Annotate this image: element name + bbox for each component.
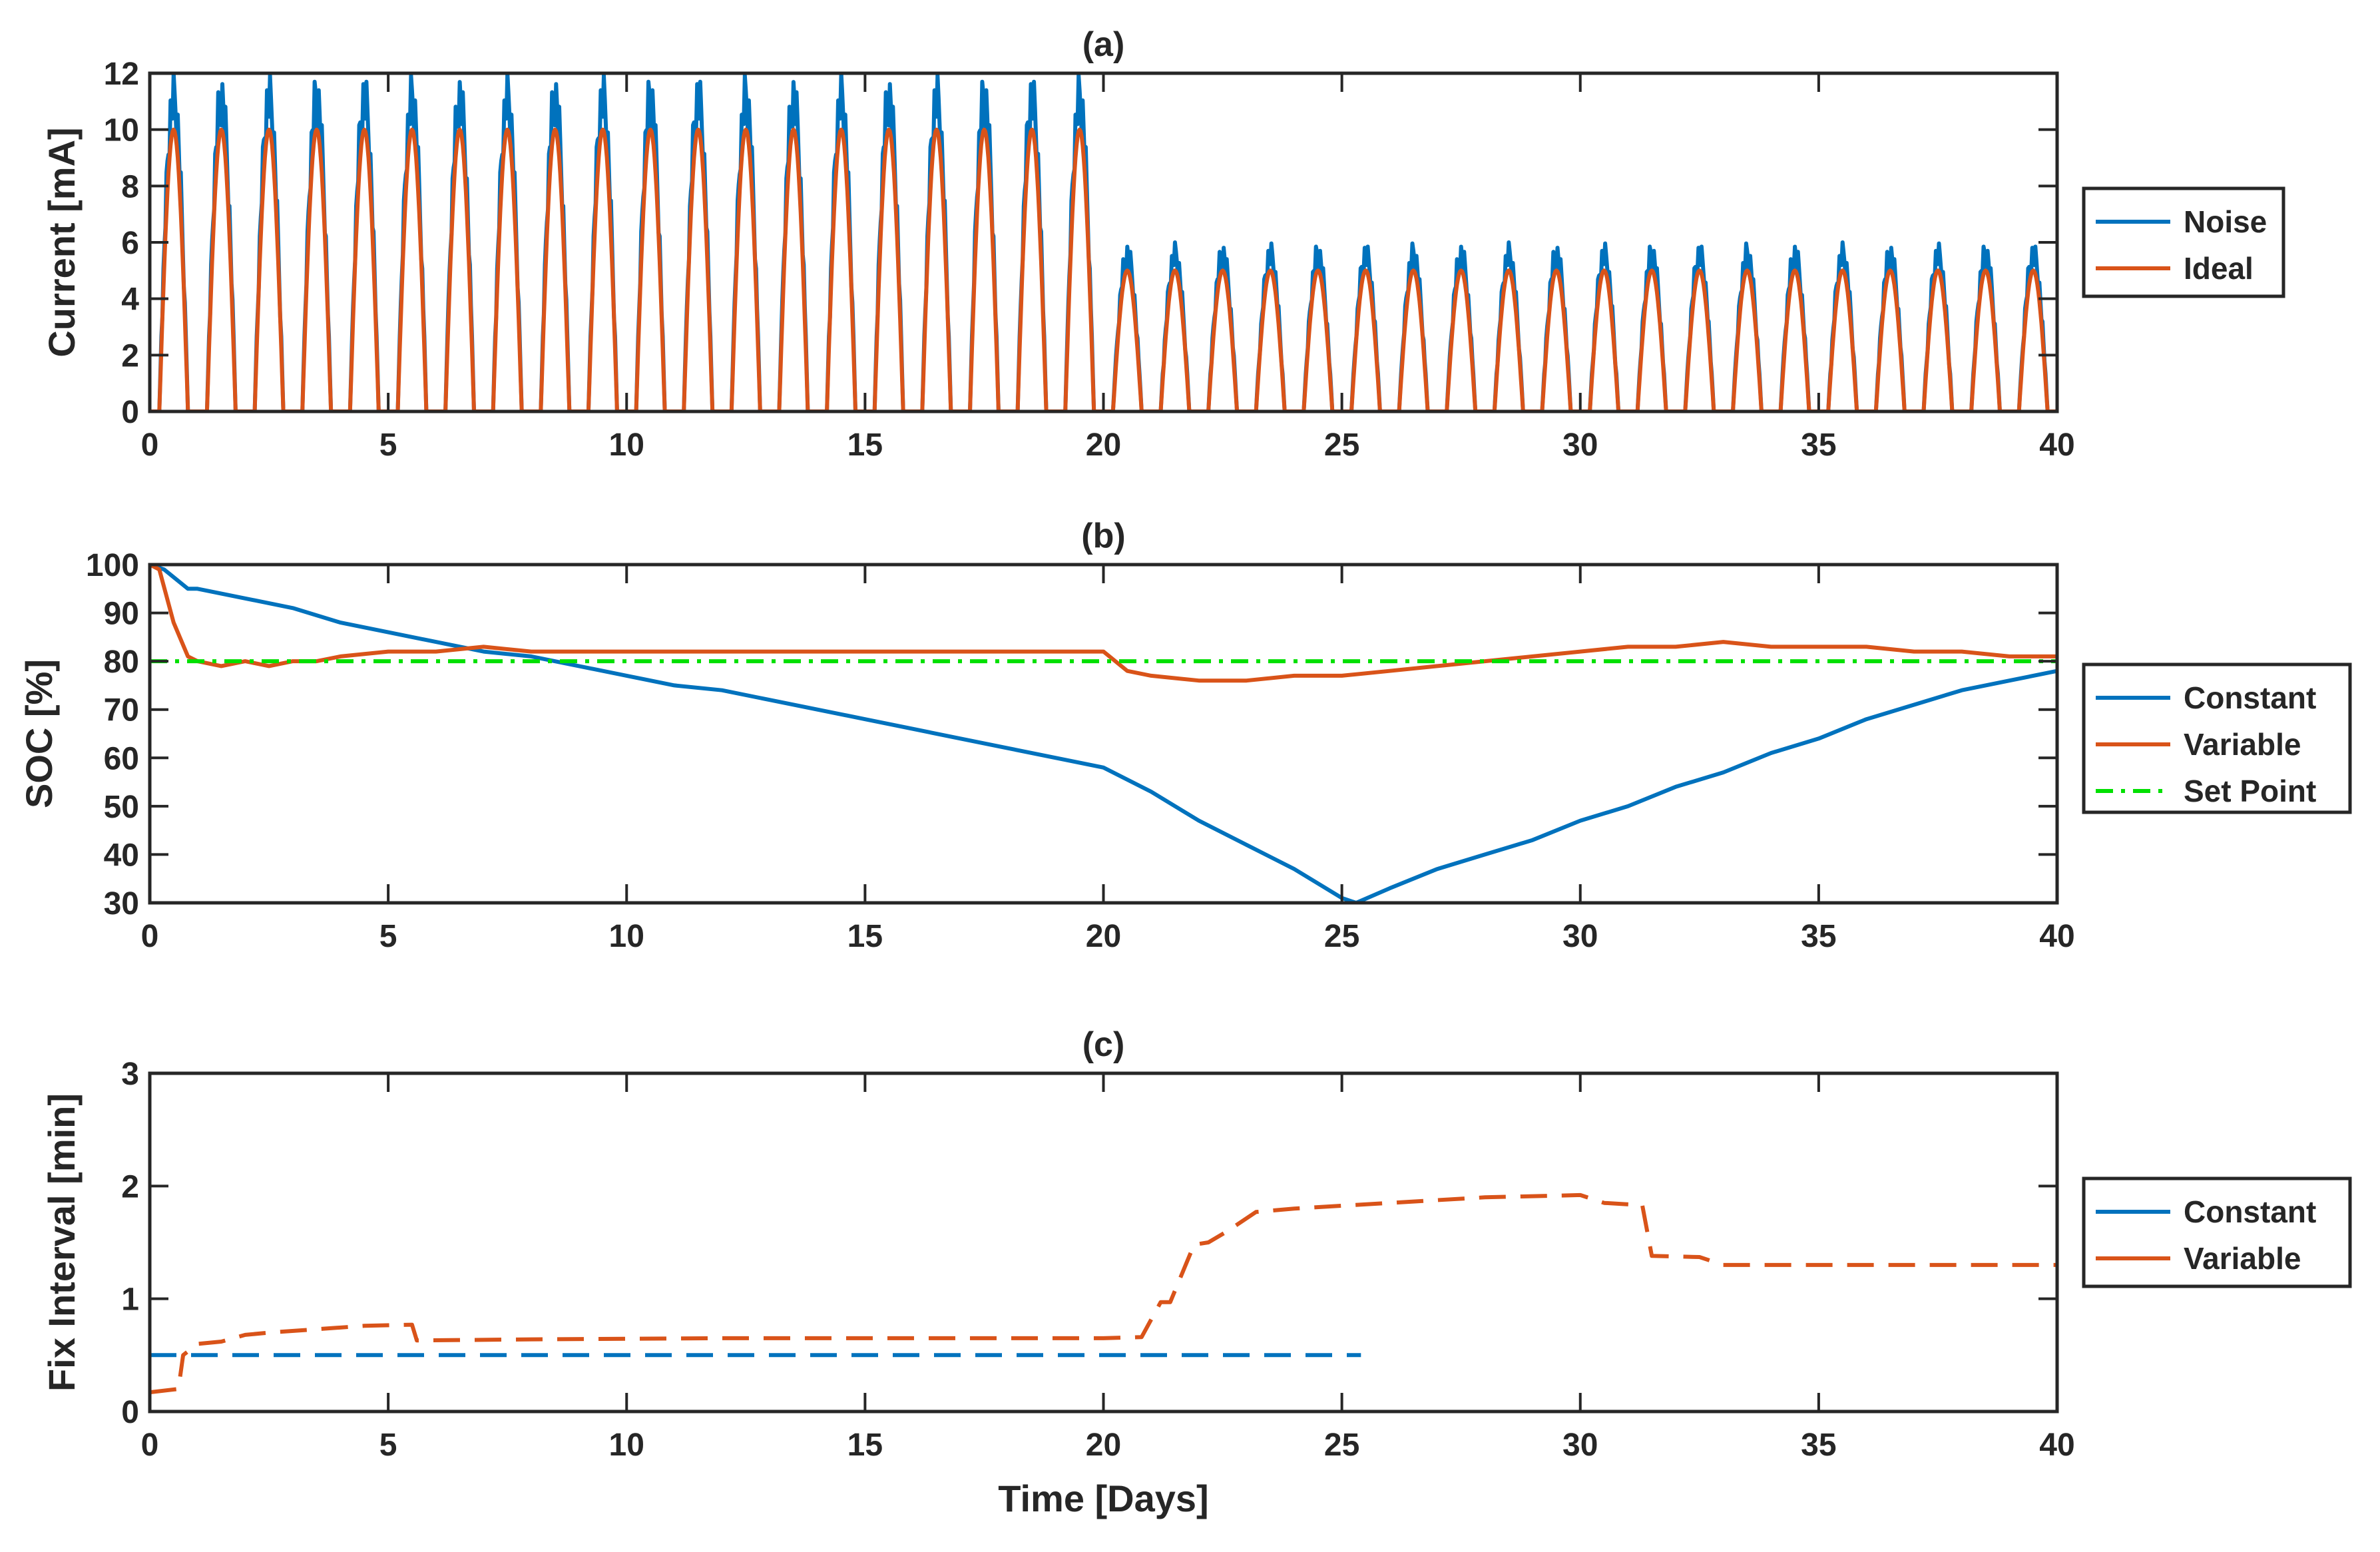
x-tick-label-b: 30 (1562, 919, 1598, 954)
legend-label-b-0: Constant (2184, 680, 2316, 715)
plot-area-a (150, 73, 2057, 411)
legend-box-c (2082, 1176, 2352, 1288)
y-tick-label-b: 80 (104, 645, 139, 680)
x-tick-label-b: 5 (379, 919, 397, 954)
x-tick-label-a: 15 (847, 427, 883, 463)
x-tick-label-c: 5 (379, 1427, 397, 1463)
x-tick-label-c: 20 (1086, 1427, 1121, 1463)
y-tick-label-a: 10 (104, 113, 139, 148)
x-tick-label-c: 15 (847, 1427, 883, 1463)
y-tick-label-a: 4 (121, 282, 139, 318)
x-tick-label-c: 35 (1801, 1427, 1836, 1463)
y-tick-label-a: 2 (121, 338, 139, 374)
y-axis-title-a: Current [mA] (41, 127, 83, 357)
x-tick-label-c: 40 (2039, 1427, 2074, 1463)
y-tick-label-b: 30 (104, 886, 139, 921)
panel-a-current: 0 5 10 15 20 25 30 35 40 0 2 4 6 8 10 12 (a) Current [mA]… (41, 25, 2285, 463)
legend-b: Constant Variable Set Point (2082, 662, 2352, 814)
x-tick-label-b: 10 (609, 919, 644, 954)
y-tick-label-c: 3 (121, 1057, 139, 1092)
x-tick-label-a: 20 (1086, 427, 1121, 463)
x-tick-label-b: 40 (2039, 919, 2074, 954)
panel-title-c: (c) (1082, 1025, 1125, 1064)
legend-label-a-0: Noise (2184, 204, 2267, 239)
series-c-variable (150, 1192, 2057, 1395)
legend-box-a (2082, 186, 2285, 298)
y-tick-label-c: 2 (121, 1169, 139, 1204)
y-axis-title-b: SOC [%] (18, 659, 60, 808)
legend-label-a-1: Ideal (2184, 251, 2254, 286)
y-tick-label-a: 12 (104, 57, 139, 92)
y-tick-label-c: 0 (121, 1395, 139, 1430)
x-tick-label-b: 0 (141, 919, 159, 954)
x-tick-label-a: 10 (609, 427, 644, 463)
x-tick-label-a: 40 (2039, 427, 2074, 463)
x-tick-label-c: 25 (1324, 1427, 1359, 1463)
x-tick-label-a: 5 (379, 427, 397, 463)
y-tick-label-c: 1 (121, 1282, 139, 1318)
x-tick-label-a: 30 (1562, 427, 1598, 463)
legend-label-c-0: Constant (2184, 1194, 2316, 1229)
legend-box-b (2082, 662, 2352, 814)
series-a-ideal (150, 127, 2057, 411)
y-tick-label-b: 90 (104, 597, 139, 632)
x-axis-title-c: Time [Days] (998, 1477, 1208, 1519)
x-tick-label-a: 0 (141, 427, 159, 463)
panel-c-fix-interval: 0 5 10 15 20 25 30 35 40 0 1 2 3 (c) Fix Interval [min… (41, 1025, 2352, 1519)
legend-label-b-2: Set Point (2184, 774, 2316, 808)
y-tick-label-b: 40 (104, 838, 139, 873)
x-tick-label-a: 25 (1324, 427, 1359, 463)
x-tick-label-c: 0 (141, 1427, 159, 1463)
legend-label-c-1: Variable (2184, 1241, 2301, 1276)
y-tick-label-b: 60 (104, 741, 139, 776)
series-b-constant (150, 565, 2057, 903)
x-tick-label-c: 30 (1562, 1427, 1598, 1463)
panel-title-b: (b) (1081, 517, 1125, 555)
panel-title-a: (a) (1082, 25, 1125, 64)
x-tick-label-b: 25 (1324, 919, 1359, 954)
y-tick-label-b: 100 (86, 548, 139, 583)
legend-label-b-1: Variable (2184, 727, 2301, 762)
x-tick-label-b: 35 (1801, 919, 1836, 954)
x-tick-label-b: 20 (1086, 919, 1121, 954)
x-tick-label-a: 35 (1801, 427, 1836, 463)
y-tick-label-a: 8 (121, 169, 139, 204)
y-tick-label-b: 70 (104, 693, 139, 728)
x-tick-label-c: 10 (609, 1427, 644, 1463)
y-tick-label-b: 50 (104, 790, 139, 825)
plot-area-b (150, 565, 2057, 903)
legend-c: Constant Variable (2082, 1176, 2352, 1288)
legend-a: Noise Ideal (2082, 186, 2285, 298)
y-tick-label-a: 0 (121, 395, 139, 430)
y-tick-label-a: 6 (121, 226, 139, 261)
x-tick-label-b: 15 (847, 919, 883, 954)
series-b-variable (150, 565, 2057, 683)
plot-area-c (150, 1192, 2057, 1395)
panel-b-soc: 0 5 10 15 20 25 30 35 40 30 40 50 60 70 80 90 100 (b) SOC … (18, 517, 2352, 954)
y-axis-title-c: Fix Interval [min] (41, 1093, 83, 1392)
